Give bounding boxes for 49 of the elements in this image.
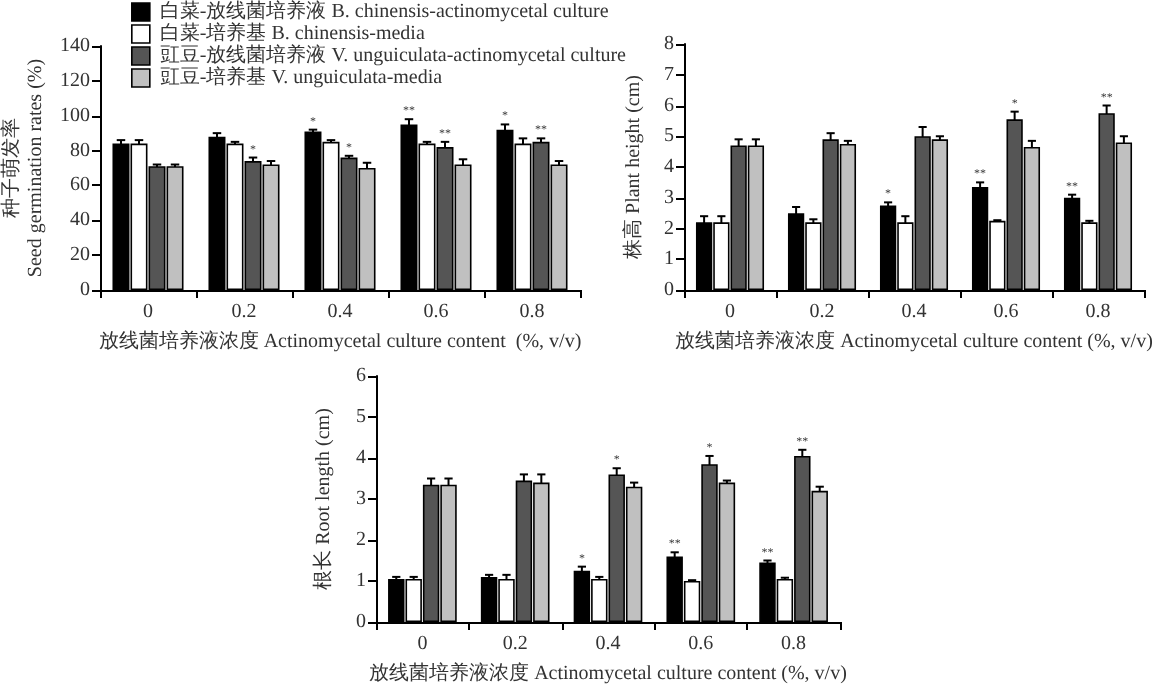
- x-tick-label: 0: [417, 633, 428, 655]
- x-tick-label: 0.2: [231, 301, 257, 323]
- x-tick-label: 0.4: [327, 301, 353, 323]
- y-tick-label: 1: [356, 570, 366, 592]
- y-tick-label: 4: [356, 447, 366, 469]
- x-tick-label: 0.4: [595, 633, 621, 655]
- y-tick-label: 2: [664, 217, 674, 240]
- y-tick-label: 6: [664, 94, 674, 117]
- legend-label: 白菜-放线菌培养液 B. chinensis-actinomycetal culture: [159, 0, 610, 23]
- x-tick-label: 0.8: [1085, 301, 1111, 323]
- x-tick-label: 0: [143, 301, 153, 323]
- y-tick-label: 1: [664, 248, 674, 271]
- x-tick-label: 0.6: [423, 301, 449, 323]
- y-tick-label: 4: [664, 156, 674, 178]
- y-axis-title: 根长 Root length (cm): [311, 408, 335, 590]
- x-tick-label: 0.8: [519, 301, 545, 323]
- y-tick-label: 0: [664, 279, 674, 301]
- y-tick-label: 80: [70, 139, 90, 162]
- legend-label: 豇豆-放线菌培养液 V. unguiculata-actinomycetal culture: [159, 43, 628, 67]
- y-tick-label: 2: [356, 529, 366, 551]
- y-tick-label: 3: [356, 488, 366, 510]
- x-axis-title: 放线菌培养液浓度 Actinomycetal culture content (%, v/v): [98, 329, 582, 353]
- y-axis-title: 株高 Plant height (cm): [621, 75, 645, 261]
- y-tick-label: 20: [70, 244, 90, 267]
- y-tick-label: 5: [356, 406, 366, 428]
- x-tick-label: 0.8: [781, 633, 807, 655]
- y-tick-label: 100: [60, 104, 90, 127]
- y-tick-label: 6: [356, 365, 366, 387]
- x-tick-label: 0.4: [901, 301, 927, 323]
- y-tick-label: 0: [356, 611, 366, 633]
- x-tick-label: 0.2: [809, 301, 835, 323]
- x-tick-label: 0.6: [688, 633, 714, 655]
- x-axis-title: 放线菌培养液浓度 Actinomycetal culture content (%, v/v): [675, 329, 1153, 353]
- legend-label: 豇豆-培养基 V. unguiculata-media: [159, 65, 444, 89]
- x-tick-label: 0.6: [993, 301, 1019, 323]
- y-tick-label: 40: [70, 209, 90, 232]
- y-tick-label: 60: [70, 174, 90, 197]
- y-tick-label: 5: [664, 125, 674, 148]
- y-tick-label: 120: [60, 69, 90, 92]
- y-tick-label: 8: [664, 33, 674, 55]
- y-tick-label: 7: [664, 63, 674, 86]
- y-tick-label: 3: [664, 186, 674, 209]
- y-axis-title: 种子萌发率 Seed germination rates (%): [0, 58, 47, 278]
- y-tick-label: 0: [80, 279, 90, 301]
- x-tick-label: 0.2: [502, 633, 528, 655]
- x-tick-label: 0: [725, 301, 735, 323]
- y-tick-label: 140: [60, 35, 90, 57]
- x-axis-title: 放线菌培养液浓度 Actinomycetal culture content (%, v/v): [369, 661, 847, 685]
- legend-label: 白菜-培养基 B. chinensis-media: [159, 21, 426, 45]
